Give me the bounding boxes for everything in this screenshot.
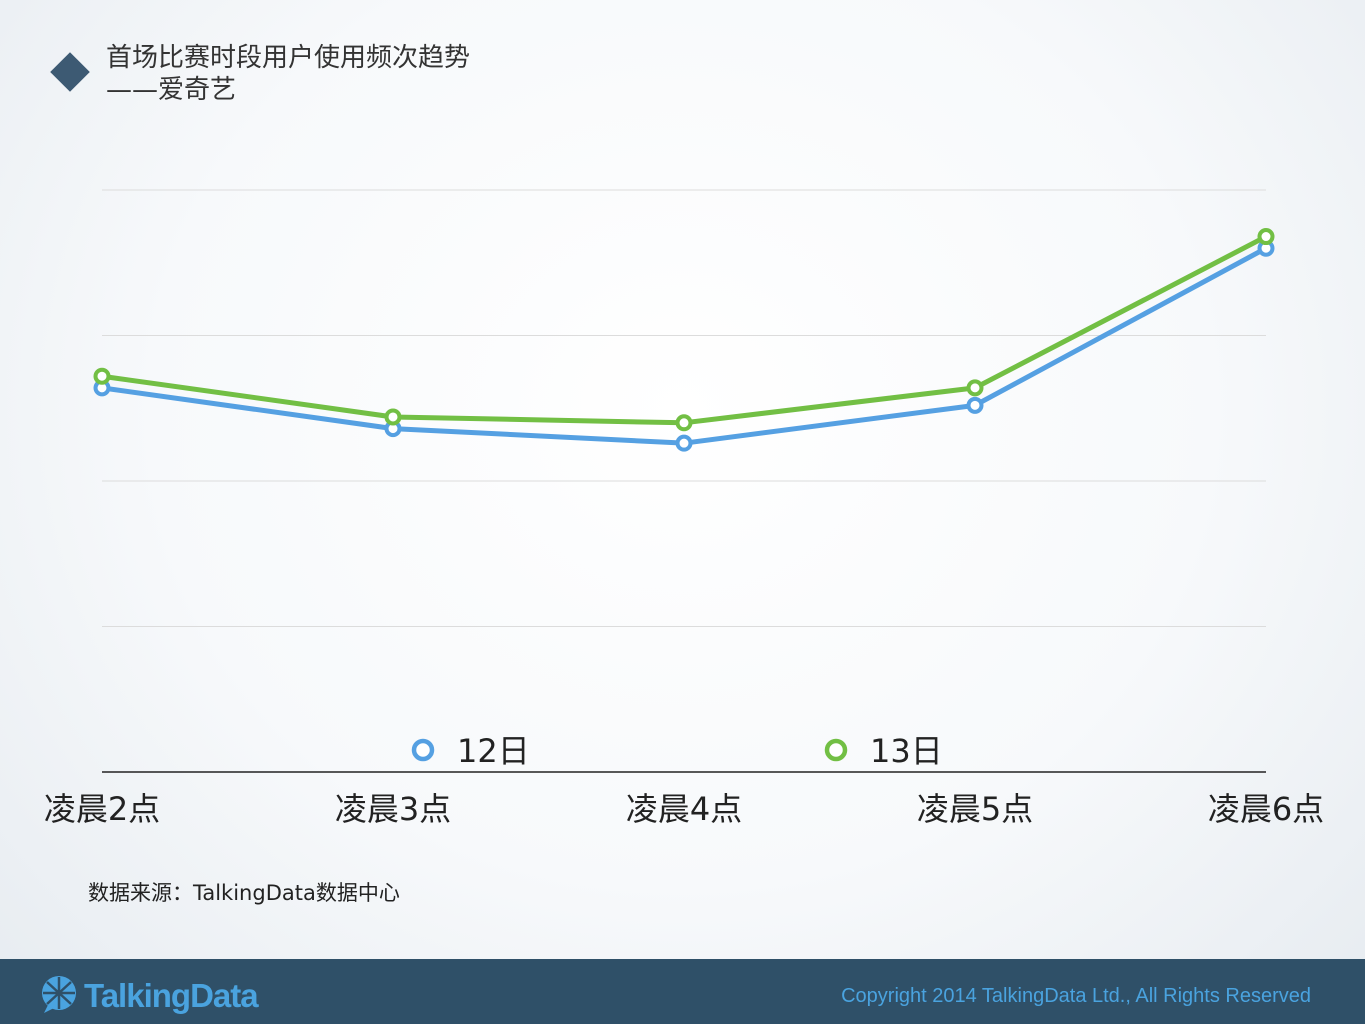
series-13日 bbox=[93, 228, 1275, 432]
copyright-text: Copyright 2014 TalkingData Ltd., All Rig… bbox=[841, 985, 1311, 1007]
x-axis: 凌晨2点 凌晨3点 凌晨4点 凌晨5点 凌晨6点 bbox=[44, 771, 1324, 828]
data-point bbox=[93, 367, 111, 385]
series-line bbox=[101, 234, 1268, 426]
x-tick-label: 凌晨3点 bbox=[335, 790, 451, 828]
legend-label: 12日 bbox=[457, 732, 530, 770]
talkingdata-logo: TalkingData bbox=[40, 975, 259, 1015]
gridlines bbox=[102, 189, 1266, 627]
series-lines bbox=[93, 228, 1275, 452]
chart-subtitle: ——爱奇艺 bbox=[106, 75, 237, 105]
data-point bbox=[675, 434, 693, 452]
x-tick-label: 凌晨2点 bbox=[44, 790, 160, 828]
legend-marker-icon bbox=[411, 738, 435, 762]
x-tick-label: 凌晨5点 bbox=[917, 790, 1033, 828]
data-point bbox=[1257, 228, 1275, 246]
x-tick-label: 凌晨4点 bbox=[626, 790, 742, 828]
chat-bubble-logo-icon bbox=[42, 976, 76, 1013]
data-source-note: 数据来源：TalkingData数据中心 bbox=[88, 881, 400, 905]
legend: 12日 13日 bbox=[411, 732, 943, 770]
data-point bbox=[966, 379, 984, 397]
series-line bbox=[101, 246, 1268, 446]
legend-label: 13日 bbox=[870, 732, 943, 770]
legend-item: 13日 bbox=[824, 732, 943, 770]
data-point bbox=[384, 408, 402, 426]
legend-marker-icon bbox=[824, 738, 848, 762]
x-tick-label: 凌晨6点 bbox=[1208, 790, 1324, 828]
data-point bbox=[966, 396, 984, 414]
legend-item: 12日 bbox=[411, 732, 530, 770]
line-chart: 凌晨2点 凌晨3点 凌晨4点 凌晨5点 凌晨6点 12日 13日 bbox=[44, 189, 1324, 828]
data-point bbox=[675, 414, 693, 432]
footer-bar: TalkingData Copyright 2014 TalkingData L… bbox=[0, 959, 1365, 1024]
chart-title: 首场比赛时段用户使用频次趋势 bbox=[106, 43, 471, 73]
logo-text: TalkingData bbox=[84, 977, 259, 1014]
